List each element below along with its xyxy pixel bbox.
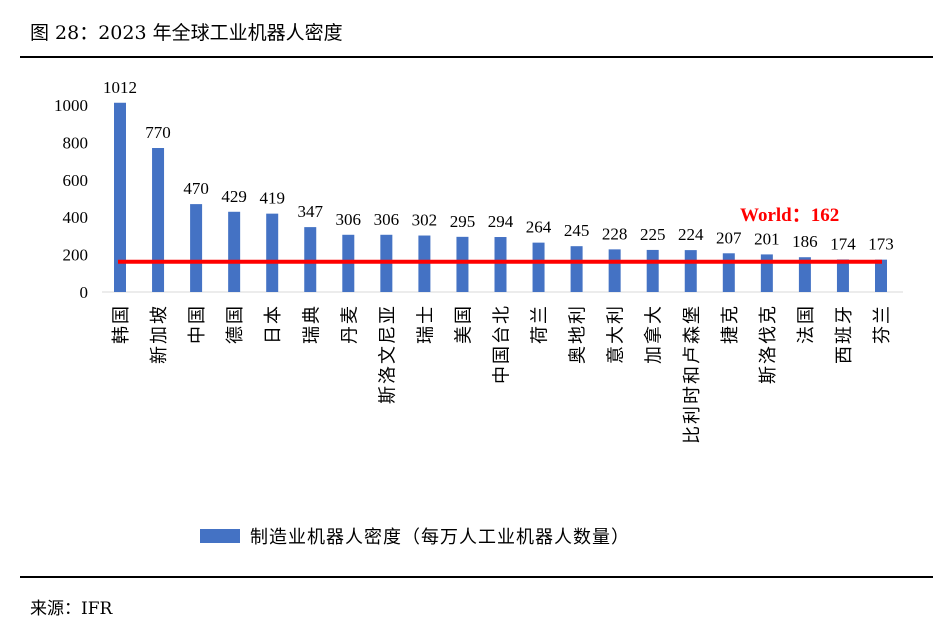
bar xyxy=(798,257,811,292)
y-tick-label: 200 xyxy=(63,246,89,265)
x-tick-label: 德国 xyxy=(225,304,245,344)
x-tick-label: 瑞典 xyxy=(301,304,321,344)
world-average-label: World：162 xyxy=(740,205,839,226)
y-tick-label: 0 xyxy=(80,283,89,302)
x-tick-label: 斯洛文尼亚 xyxy=(377,304,397,404)
source-note: 来源：IFR xyxy=(30,599,113,619)
data-label: 470 xyxy=(183,179,209,198)
bar xyxy=(532,242,545,292)
data-label: 306 xyxy=(374,210,400,229)
data-label: 295 xyxy=(450,212,476,231)
data-label: 294 xyxy=(488,212,514,231)
legend-label: 制造业机器人密度（每万人工业机器人数量） xyxy=(250,527,630,547)
data-label: 429 xyxy=(221,187,247,206)
x-tick-label: 比利时和卢森堡 xyxy=(682,304,702,444)
y-tick-label: 800 xyxy=(63,133,89,152)
x-tick-label: 捷克 xyxy=(720,304,740,344)
bar xyxy=(722,253,735,292)
bar xyxy=(875,259,887,292)
data-label: 419 xyxy=(259,189,285,208)
data-label: 225 xyxy=(640,225,666,244)
data-label: 1012 xyxy=(103,78,137,97)
data-label: 306 xyxy=(336,210,362,229)
y-tick-label: 1000 xyxy=(54,96,88,115)
bar xyxy=(114,102,126,292)
figure-title: 图 28：2023 年全球工业机器人密度 xyxy=(30,22,343,44)
y-tick-label: 400 xyxy=(63,208,89,227)
data-label: 174 xyxy=(830,234,856,253)
data-label: 173 xyxy=(868,235,894,254)
legend-swatch xyxy=(200,529,240,543)
data-label: 245 xyxy=(564,221,590,240)
data-label: 207 xyxy=(716,228,742,247)
bar xyxy=(228,211,241,292)
bar xyxy=(760,254,773,292)
y-tick-label: 600 xyxy=(63,171,89,190)
bar xyxy=(418,235,431,292)
data-label: 201 xyxy=(754,229,780,248)
x-tick-label: 奥地利 xyxy=(568,304,588,364)
data-label: 302 xyxy=(412,211,438,230)
bar xyxy=(494,237,507,292)
bar xyxy=(190,204,203,292)
data-label: 228 xyxy=(602,224,628,243)
x-tick-label: 中国台北 xyxy=(492,304,512,384)
x-tick-label: 芬兰 xyxy=(872,304,892,344)
bar xyxy=(304,227,317,292)
bar xyxy=(266,213,279,292)
x-tick-label: 荷兰 xyxy=(530,304,550,344)
x-tick-label: 新加坡 xyxy=(149,304,169,364)
data-label: 347 xyxy=(298,202,324,221)
x-tick-label: 西班牙 xyxy=(834,304,854,364)
x-tick-label: 日本 xyxy=(263,304,283,344)
bottom-rule xyxy=(20,576,933,578)
x-tick-label: 斯洛伐克 xyxy=(758,304,778,384)
bar xyxy=(456,236,469,292)
bar xyxy=(608,249,621,292)
bar xyxy=(684,250,697,292)
x-tick-label: 丹麦 xyxy=(339,304,359,344)
data-label: 224 xyxy=(678,225,704,244)
data-label: 770 xyxy=(145,123,171,142)
bar xyxy=(836,259,849,292)
top-rule xyxy=(20,56,933,58)
x-tick-label: 法国 xyxy=(796,304,816,344)
x-tick-label: 韩国 xyxy=(111,304,131,344)
bar xyxy=(570,246,583,292)
x-tick-label: 中国 xyxy=(187,304,207,344)
data-label: 186 xyxy=(792,232,818,251)
data-label: 264 xyxy=(526,218,552,237)
x-tick-label: 美国 xyxy=(453,304,473,344)
x-tick-label: 加拿大 xyxy=(643,304,664,364)
bar xyxy=(152,148,165,292)
x-tick-label: 意大利 xyxy=(606,304,626,364)
x-tick-label: 瑞士 xyxy=(415,304,435,344)
bar xyxy=(646,249,659,292)
